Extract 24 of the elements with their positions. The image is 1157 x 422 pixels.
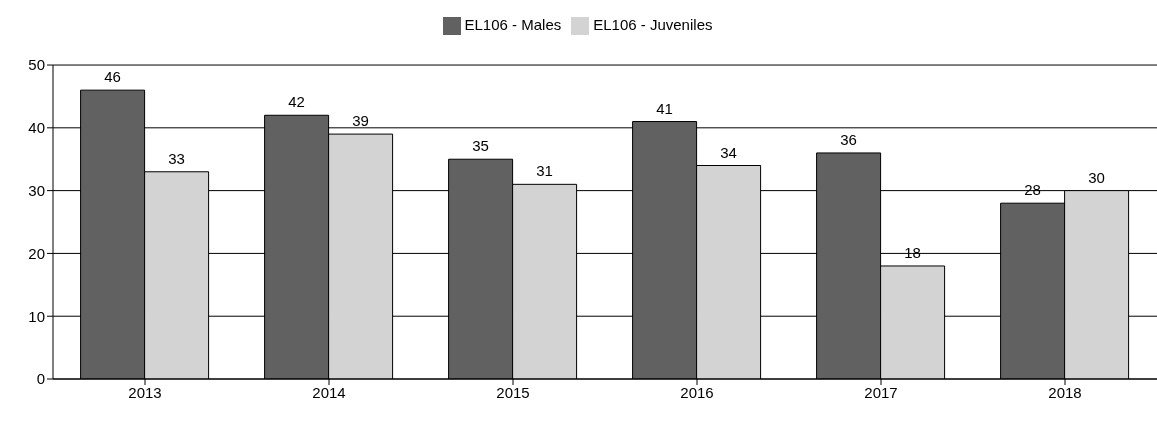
- data-label: 41: [656, 99, 673, 117]
- data-label: 31: [536, 162, 553, 180]
- y-tick-label: 10: [28, 307, 45, 325]
- data-label: 39: [352, 112, 369, 130]
- y-tick-label: 30: [28, 181, 45, 199]
- y-tick-label: 50: [28, 56, 45, 74]
- x-tick-label: 2017: [864, 383, 898, 401]
- data-label: 34: [720, 143, 737, 161]
- data-label: 42: [288, 93, 305, 111]
- x-tick-label: 2016: [680, 383, 714, 401]
- y-tick-label: 0: [36, 370, 45, 388]
- data-label: 46: [104, 68, 121, 86]
- x-tick-label: 2015: [496, 383, 530, 401]
- y-tick-label: 40: [28, 119, 45, 137]
- y-tick-label: 20: [28, 244, 45, 262]
- data-label: 35: [472, 137, 489, 155]
- legend-label: EL106 - Males: [464, 16, 562, 33]
- x-tick-label: 2014: [312, 383, 346, 401]
- x-tick-label: 2013: [128, 383, 162, 401]
- x-tick-label: 2018: [1048, 383, 1082, 401]
- data-label: 30: [1088, 168, 1105, 186]
- legend-label: EL106 - Juveniles: [593, 16, 713, 33]
- data-label: 36: [840, 130, 857, 148]
- data-label: 33: [168, 149, 185, 167]
